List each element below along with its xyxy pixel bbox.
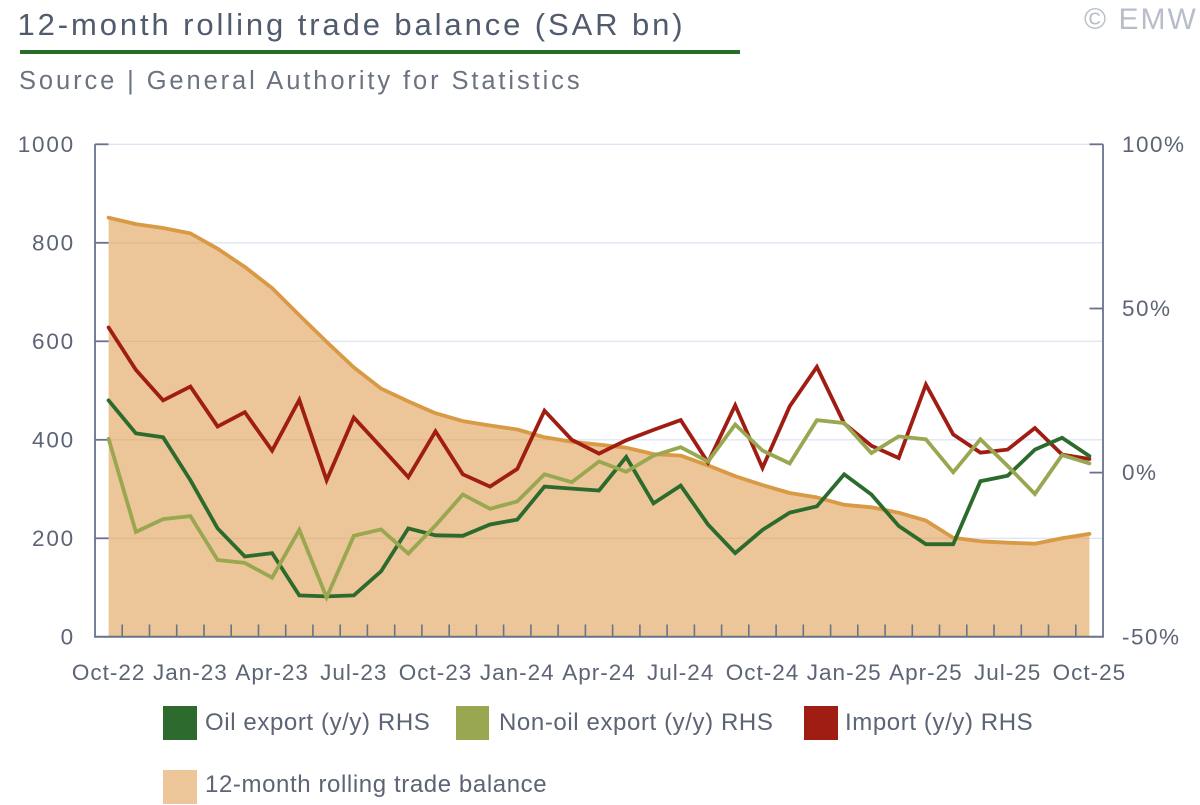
svg-text:100%: 100%	[1122, 132, 1186, 157]
svg-text:200: 200	[32, 526, 75, 551]
svg-text:Oct-25: Oct-25	[1053, 660, 1127, 685]
svg-text:50%: 50%	[1122, 296, 1172, 321]
svg-text:Jul-24: Jul-24	[647, 660, 714, 685]
svg-text:Jan-25: Jan-25	[807, 660, 882, 685]
svg-text:Jul-25: Jul-25	[974, 660, 1041, 685]
svg-text:Jan-24: Jan-24	[480, 660, 555, 685]
svg-text:Apr-23: Apr-23	[235, 660, 309, 685]
svg-text:Oct-24: Oct-24	[726, 660, 800, 685]
svg-text:1000: 1000	[18, 132, 75, 157]
svg-text:Jan-23: Jan-23	[153, 660, 228, 685]
svg-text:Oct-23: Oct-23	[399, 660, 473, 685]
svg-text:Oct-22: Oct-22	[72, 660, 146, 685]
svg-text:800: 800	[32, 230, 75, 255]
svg-text:Apr-24: Apr-24	[562, 660, 636, 685]
svg-text:Jul-23: Jul-23	[320, 660, 387, 685]
svg-text:Apr-25: Apr-25	[889, 660, 963, 685]
svg-text:600: 600	[32, 329, 75, 354]
svg-text:0%: 0%	[1122, 460, 1158, 485]
svg-text:-50%: -50%	[1122, 624, 1181, 649]
svg-text:0: 0	[61, 624, 75, 649]
svg-text:400: 400	[32, 427, 75, 452]
